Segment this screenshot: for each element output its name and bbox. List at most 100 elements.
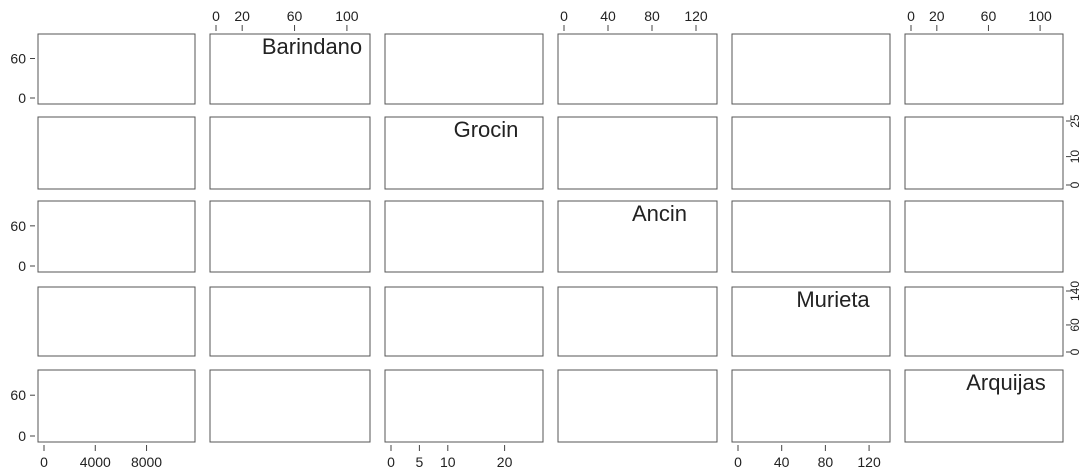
axis-tick-label: 0 (387, 454, 395, 470)
axis-tick-label: 0 (40, 454, 48, 470)
panel-frame (37, 116, 196, 190)
panel-r2-c5: 0.98*** (904, 200, 1064, 273)
panel-r4-c1 (209, 369, 371, 443)
panel-frame (37, 200, 196, 273)
panel-frame (209, 369, 371, 443)
panel-frame (731, 286, 891, 357)
axis-tick-label: 100 (335, 8, 359, 24)
axis-tick-label: 20 (929, 8, 945, 24)
panel-frame (904, 369, 1064, 443)
axis-tick-label: 0 (18, 90, 26, 106)
panel-r3-c2 (384, 286, 544, 357)
axis-tick-label: 120 (684, 8, 708, 24)
axis-tick-label: 60 (981, 8, 997, 24)
axis-tick-label: 0 (907, 8, 915, 24)
axis-tick-label: 140 (1068, 281, 1082, 301)
panel-frame (557, 33, 718, 105)
panel-r2-c1 (209, 200, 371, 273)
panel-frame (384, 286, 544, 357)
axis-tick-label: 0 (18, 428, 26, 444)
panel-frame (37, 286, 196, 357)
variable-name-barindano: Barindano (262, 34, 362, 59)
panel-r1-c0 (37, 116, 196, 190)
panel-frame (904, 33, 1064, 105)
axis-tick-label: 0 (212, 8, 220, 24)
axis-tick-label: 120 (857, 454, 881, 470)
axis-tick-label: 100 (1028, 8, 1052, 24)
axis-tick-label: 80 (644, 8, 660, 24)
panel-frame (731, 369, 891, 443)
panel-r0-c2: 0.68*** (384, 33, 544, 105)
variable-name-grocin: Grocin (454, 117, 519, 142)
panel-frame (557, 200, 718, 273)
axis-tick-label: 60 (1068, 318, 1082, 332)
axis-tick-label: 8000 (131, 454, 162, 470)
panel-r2-c4: 0.98*** (731, 200, 891, 273)
panel-r4-c5: Arquijas (904, 369, 1064, 443)
panel-r2-c3: Ancin (557, 200, 718, 273)
panel-frame (209, 33, 371, 105)
axis-tick-label: 10 (440, 454, 456, 470)
panel-r0-c5: 0.87*** (904, 33, 1064, 105)
axis-tick-label: 10 (1068, 150, 1082, 164)
panel-frame (209, 200, 371, 273)
axis-tick-label: 40 (600, 8, 616, 24)
panel-frame (209, 116, 371, 190)
axis-tick-label: 0 (734, 454, 742, 470)
panel-r1-c5: 0.81*** (904, 116, 1064, 190)
panel-frame (37, 33, 196, 105)
axis-tick-label: 60 (10, 218, 26, 234)
axis-tick-label: 0 (1068, 348, 1082, 355)
axis-tick-label: 4000 (80, 454, 111, 470)
panel-frame (384, 33, 544, 105)
axis-tick-label: 60 (10, 387, 26, 403)
axis-tick-label: 0 (18, 258, 26, 274)
panel-r0-c3: 0.86*** (557, 33, 718, 105)
panel-frame (384, 116, 544, 190)
axis-tick-label: 0 (1068, 181, 1082, 188)
panel-r4-c4 (731, 369, 891, 443)
panel-r4-c0 (37, 369, 196, 443)
axis-tick-label: 60 (10, 51, 26, 67)
panel-r1-c1 (209, 116, 371, 190)
panel-frame (384, 200, 544, 273)
panel-frame (904, 200, 1064, 273)
panel-r3-c4: Murieta (731, 286, 891, 357)
axis-tick-label: 20 (234, 8, 250, 24)
axis-tick-label: 25 (1068, 114, 1082, 128)
panel-frame (209, 286, 371, 357)
panel-frame (731, 200, 891, 273)
panel-r0-c4: 0.84*** (731, 33, 891, 105)
panel-frame (731, 116, 891, 190)
axis-tick-label: 20 (497, 454, 513, 470)
panel-r2-c2 (384, 200, 544, 273)
axis-tick-label: 60 (287, 8, 303, 24)
axis-tick-label: 40 (774, 454, 790, 470)
panel-frame (557, 286, 718, 357)
panel-frame (384, 369, 544, 443)
variable-name-arquijas: Arquijas (966, 370, 1045, 395)
panel-r0-c1: Barindano (209, 33, 371, 105)
panel-r3-c1 (209, 286, 371, 357)
panel-r3-c3 (557, 286, 718, 357)
panel-r3-c5: 0.96*** (904, 286, 1064, 357)
panel-frame (904, 116, 1064, 190)
panel-frame (557, 116, 718, 190)
panel-frame (37, 369, 196, 443)
axis-tick-label: 0 (560, 8, 568, 24)
panel-r3-c0 (37, 286, 196, 357)
panel-r1-c3: 0.80*** (557, 116, 718, 190)
variable-name-murieta: Murieta (796, 287, 870, 312)
variable-name-ancin: Ancin (632, 201, 687, 226)
panel-frame (904, 286, 1064, 357)
panel-r0-c0 (37, 33, 196, 105)
panel-r4-c3 (557, 369, 718, 443)
axis-tick-label: 80 (818, 454, 834, 470)
panel-frame (557, 369, 718, 443)
panel-r4-c2 (384, 369, 544, 443)
panel-r1-c4: 0.80*** (731, 116, 891, 190)
axis-tick-label: 5 (416, 454, 424, 470)
panel-frame (731, 33, 891, 105)
panel-r2-c0 (37, 200, 196, 273)
